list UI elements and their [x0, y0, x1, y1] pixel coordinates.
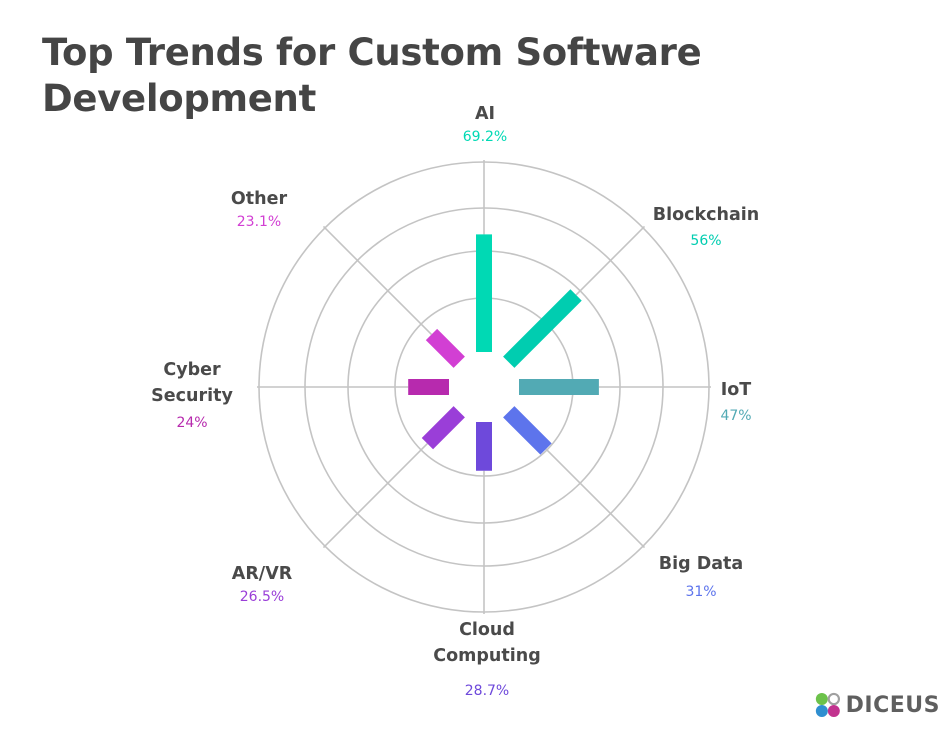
label-cloud-computing: Cloud Computing 28.7%	[433, 617, 540, 701]
chart-grid	[257, 160, 711, 614]
value-label: 28.7%	[464, 683, 510, 699]
logo-text: DICEUS	[845, 692, 940, 718]
label-iot: IoT 47%	[720, 377, 751, 426]
category-label: AI	[474, 104, 496, 124]
value-label: 31%	[685, 584, 717, 600]
category-label: AR/VR	[231, 564, 293, 584]
bar-other	[425, 328, 465, 368]
category-label-line: Computing	[433, 646, 541, 666]
value-label: 24%	[176, 415, 208, 431]
category-label-line: Security	[151, 386, 233, 406]
category-label: Blockchain	[652, 205, 760, 225]
bar-blockchain	[503, 289, 582, 368]
label-cyber-security: Cyber Security 24%	[151, 357, 233, 433]
category-label: IoT	[720, 380, 752, 400]
grid-spoke	[545, 448, 646, 549]
value-label: 56%	[690, 233, 722, 249]
value-label: 47%	[720, 408, 752, 424]
grid-spoke	[575, 225, 646, 296]
label-ar-vr: AR/VR 26.5%	[232, 561, 292, 607]
category-label: Big Data	[658, 554, 744, 574]
grid-spoke	[322, 443, 428, 549]
value-label: 23.1%	[236, 214, 282, 230]
value-label: 69.2%	[462, 129, 508, 145]
bar-big-data	[503, 406, 552, 455]
label-blockchain: Blockchain 56%	[653, 202, 759, 251]
label-other: Other 23.1%	[231, 186, 287, 232]
category-label-line: Cyber	[163, 360, 221, 380]
category-label: Other	[230, 189, 288, 209]
diceus-logo: DICEUS	[815, 690, 940, 720]
label-ai: AI 69.2%	[463, 101, 507, 147]
clover-logo-icon	[815, 692, 841, 717]
label-big-data: Big Data 31%	[659, 551, 743, 602]
category-label-line: Cloud	[459, 620, 515, 640]
bar-ar-vr	[421, 406, 465, 450]
chart-bars	[408, 234, 599, 471]
chart-title: Top Trends for Custom Software Developme…	[42, 31, 702, 120]
grid-spoke	[322, 225, 433, 336]
value-label: 26.5%	[239, 589, 285, 605]
